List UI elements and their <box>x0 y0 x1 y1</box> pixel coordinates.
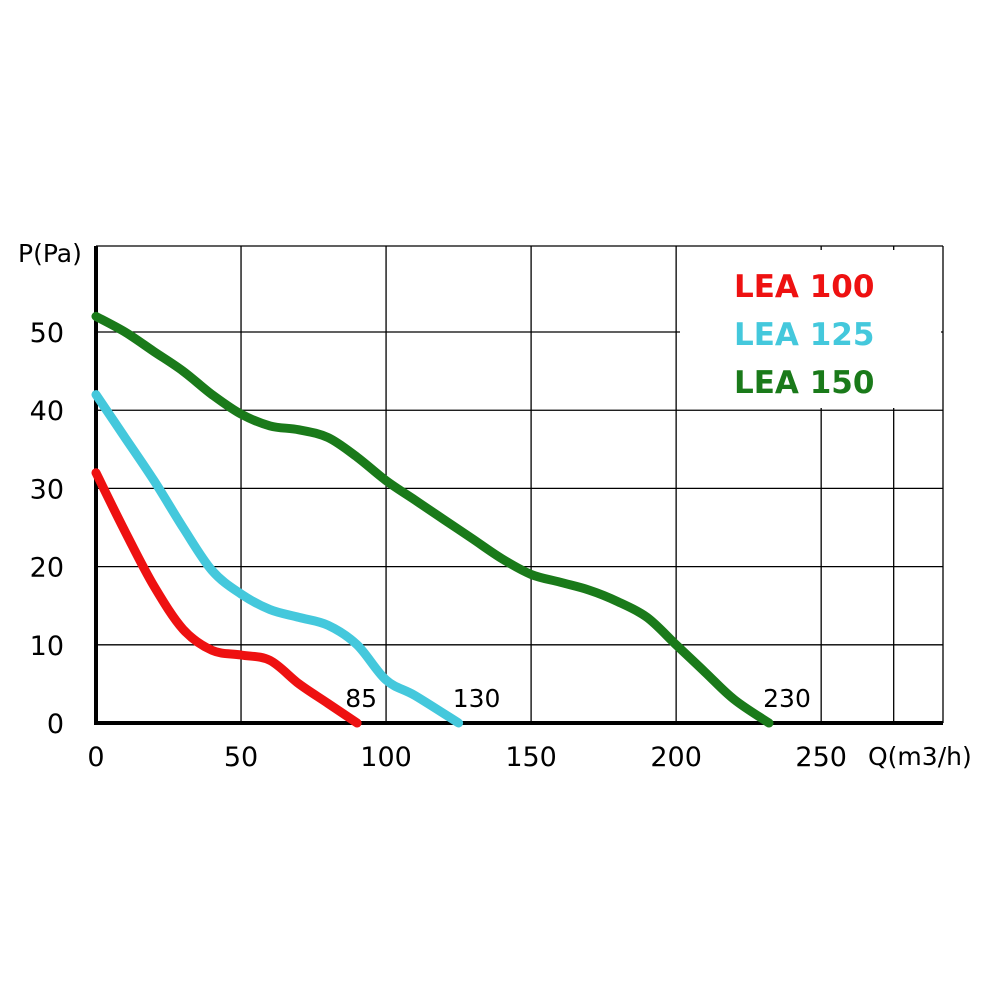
legend-entry: LEA 125 <box>734 317 874 353</box>
end-labels: 85 130 230 <box>345 684 811 713</box>
y-tick-label: 40 <box>30 396 64 427</box>
series-line-lea-125 <box>91 390 464 728</box>
y-tick-label: 20 <box>30 553 64 584</box>
legend-background <box>680 250 941 408</box>
series-group <box>91 311 774 728</box>
y-tick-label: 50 <box>30 318 64 349</box>
x-tick-label: 50 <box>224 742 258 773</box>
x-tick-label: 100 <box>360 742 412 773</box>
series-line-lea-150 <box>91 311 774 728</box>
legend-entry: LEA 150 <box>734 365 874 401</box>
y-axis-title: P(Pa) <box>18 239 82 268</box>
x-tick-label: 200 <box>650 742 702 773</box>
y-tick-label: 30 <box>30 474 64 505</box>
x-tick-label: 150 <box>505 742 557 773</box>
series-line-lea-100 <box>91 468 362 728</box>
x-tick-label: 0 <box>87 742 104 773</box>
axes <box>94 246 943 725</box>
tick-labels: 0 50 100 150 200 250 0 10 20 30 40 50 <box>30 318 847 773</box>
y-tick-label: 10 <box>30 631 64 662</box>
series-end-label: 85 <box>345 684 377 713</box>
legend-entry: LEA 100 <box>734 269 874 305</box>
series-end-label: 130 <box>453 684 501 713</box>
x-tick-label: 250 <box>795 742 847 773</box>
x-axis-title: Q(m3/h) <box>868 742 972 771</box>
y-tick-label: 0 <box>47 709 64 740</box>
legend: LEA 100 LEA 125 LEA 150 <box>680 250 941 408</box>
series-end-label: 230 <box>763 684 811 713</box>
